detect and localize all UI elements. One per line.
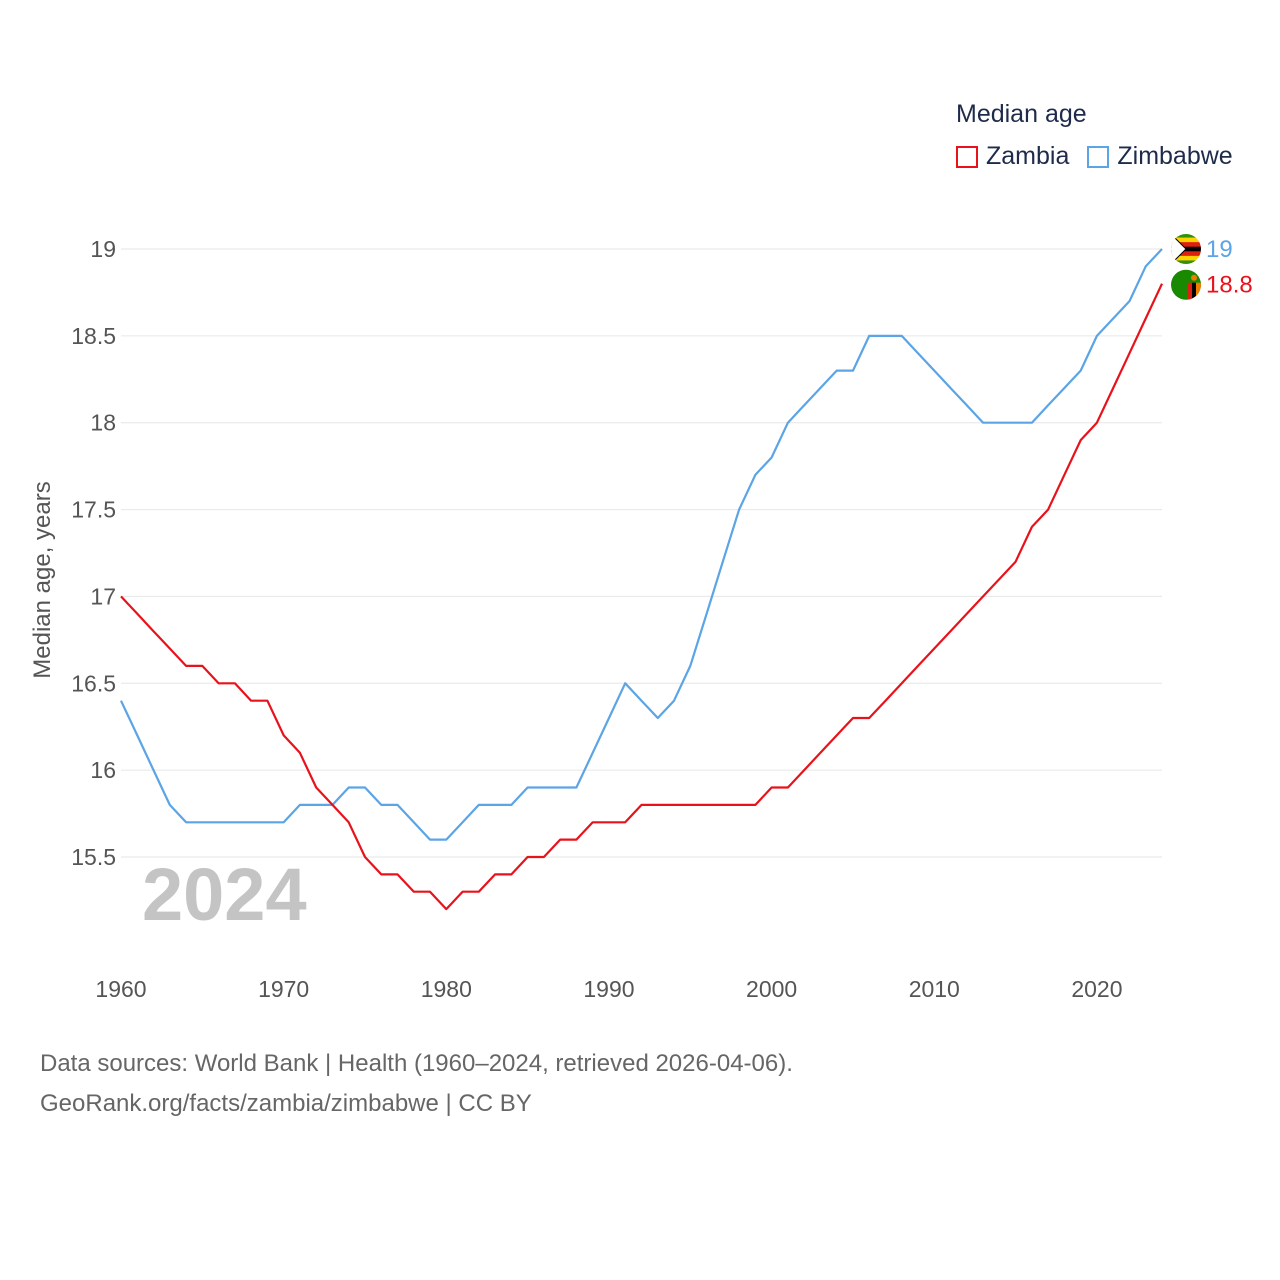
y-tick-label: 15.5 bbox=[71, 844, 116, 870]
footer-sources: Data sources: World Bank | Health (1960–… bbox=[40, 1050, 793, 1077]
x-tick-label: 1960 bbox=[95, 976, 146, 1002]
x-tick-label: 1980 bbox=[421, 976, 472, 1002]
legend-label-zimbabwe: Zimbabwe bbox=[1117, 142, 1233, 170]
legend-label-zambia: Zambia bbox=[986, 142, 1070, 170]
x-tick-label: 2000 bbox=[746, 976, 797, 1002]
y-tick-label: 18 bbox=[90, 410, 116, 436]
legend-item-zimbabwe[interactable]: Zimbabwe bbox=[1087, 142, 1233, 171]
legend-title: Median age bbox=[956, 100, 1087, 128]
end-value-label-zimbabwe: 19 bbox=[1206, 236, 1233, 263]
series-line-zambia bbox=[120, 283, 1163, 911]
legend-swatch-zimbabwe bbox=[1087, 145, 1110, 168]
footer-credit: GeoRank.org/facts/zambia/zimbabwe | CC B… bbox=[40, 1090, 532, 1117]
x-tick-label: 1970 bbox=[258, 976, 309, 1002]
y-tick-label: 18.5 bbox=[71, 323, 116, 349]
end-value-label-zambia: 18.8 bbox=[1206, 272, 1253, 299]
zimbabwe-flag-icon bbox=[1171, 234, 1201, 264]
y-axis-label: Median age, years bbox=[29, 481, 56, 679]
legend: Zambia Zimbabwe bbox=[956, 142, 1251, 171]
x-tick-label: 1990 bbox=[583, 976, 634, 1002]
y-tick-label: 17 bbox=[90, 583, 116, 609]
legend-item-zambia[interactable]: Zambia bbox=[956, 142, 1069, 171]
year-watermark: 2024 bbox=[142, 853, 307, 936]
footer: Data sources: World Bank | Health (1960–… bbox=[40, 1044, 793, 1124]
y-tick-label: 16.5 bbox=[71, 670, 116, 696]
x-tick-label: 2010 bbox=[909, 976, 960, 1002]
y-tick-label: 16 bbox=[90, 757, 116, 783]
zambia-flag-icon bbox=[1171, 269, 1201, 300]
series-line-zimbabwe bbox=[120, 248, 1163, 841]
x-tick-label: 2020 bbox=[1071, 976, 1122, 1002]
y-tick-label: 17.5 bbox=[71, 497, 116, 523]
legend-swatch-zambia bbox=[956, 145, 978, 168]
y-tick-label: 19 bbox=[90, 236, 116, 262]
